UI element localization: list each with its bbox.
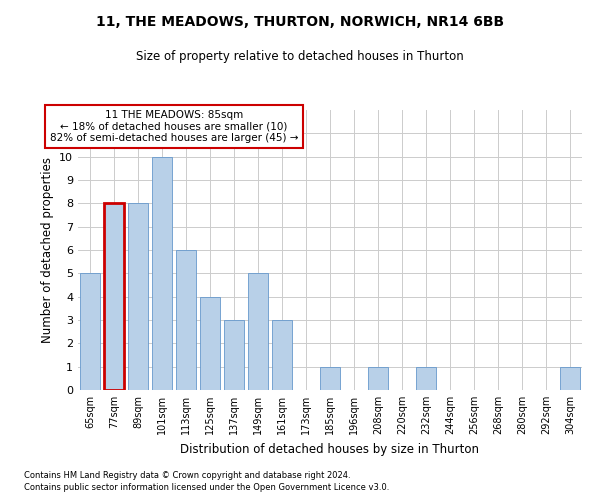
Text: 11, THE MEADOWS, THURTON, NORWICH, NR14 6BB: 11, THE MEADOWS, THURTON, NORWICH, NR14 … — [96, 15, 504, 29]
Text: Size of property relative to detached houses in Thurton: Size of property relative to detached ho… — [136, 50, 464, 63]
Bar — [200, 296, 220, 390]
Bar — [272, 320, 292, 390]
Bar — [152, 156, 172, 390]
Bar — [560, 366, 580, 390]
Bar — [80, 274, 100, 390]
Text: Contains public sector information licensed under the Open Government Licence v3: Contains public sector information licen… — [24, 484, 389, 492]
Bar — [224, 320, 244, 390]
Text: Contains HM Land Registry data © Crown copyright and database right 2024.: Contains HM Land Registry data © Crown c… — [24, 471, 350, 480]
X-axis label: Distribution of detached houses by size in Thurton: Distribution of detached houses by size … — [181, 442, 479, 456]
Y-axis label: Number of detached properties: Number of detached properties — [41, 157, 53, 343]
Bar — [416, 366, 436, 390]
Bar — [320, 366, 340, 390]
Bar — [104, 204, 124, 390]
Bar — [248, 274, 268, 390]
Bar — [368, 366, 388, 390]
Text: 11 THE MEADOWS: 85sqm
← 18% of detached houses are smaller (10)
82% of semi-deta: 11 THE MEADOWS: 85sqm ← 18% of detached … — [50, 110, 298, 143]
Bar — [128, 204, 148, 390]
Bar — [176, 250, 196, 390]
